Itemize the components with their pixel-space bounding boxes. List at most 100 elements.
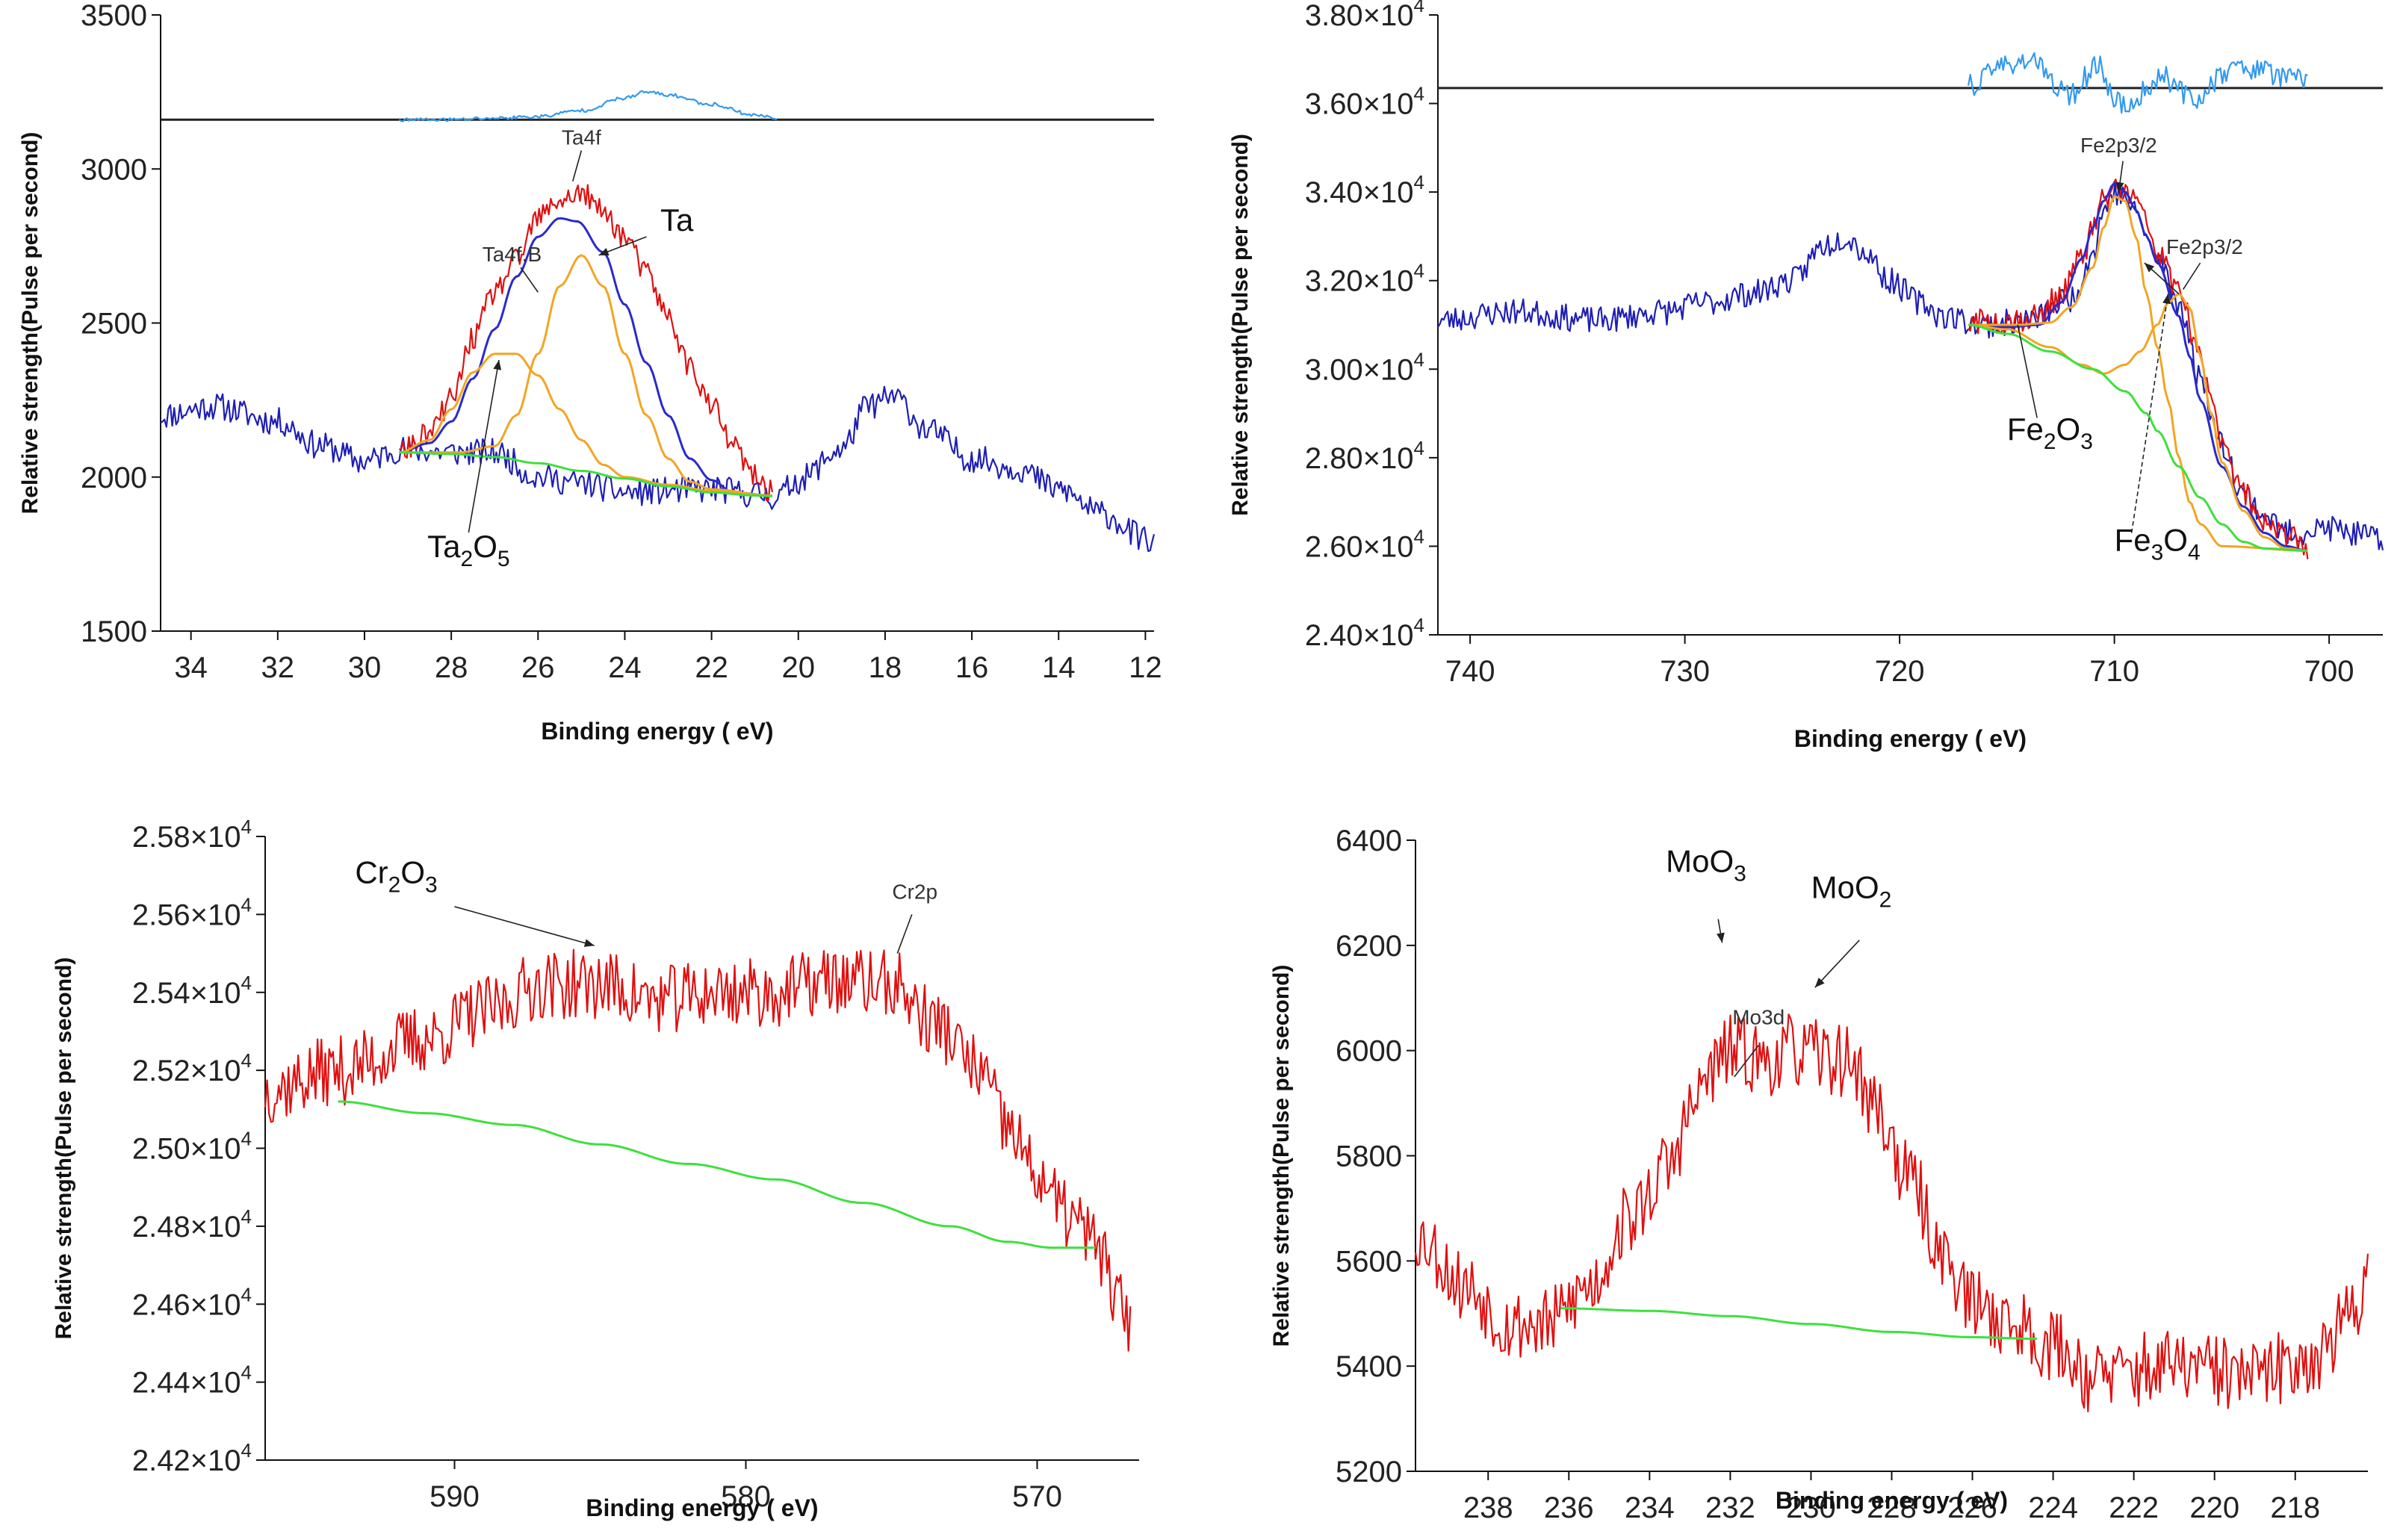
fe-annotation-pointer [2182,262,2201,291]
mo-annotation-pointer [1734,1045,1759,1078]
ta-x-tick-label: 28 [435,651,468,684]
mo-annotation-pointer [1814,940,1860,988]
cr-x-tick-label: 590 [430,1480,480,1513]
fe-formula-part: 3 [2080,429,2093,454]
cr-series-measured [264,948,1132,1352]
cr-arrowhead [583,939,595,947]
fe-arrowhead [2162,294,2171,305]
ta-y-tick-label: 2500 [81,308,147,341]
fe-y-tick-exponent: 4 [1414,260,1424,282]
fe-annotation-pointer [2130,294,2169,533]
mo-annotation-formula: MoO2 [1811,869,1892,912]
fe-annotation-formula: Fe2O3 [2007,412,2093,454]
ta-chart-panel: 1500 2000 2500 3000 3500 34 32 30 28 26 24 22 20 18 16… [0,0,1180,769]
cr-y-tick-label: 2.46×104 [132,1283,252,1321]
mo-x-tick-label: 234 [1625,1491,1675,1524]
ta-series-envelope [399,217,772,497]
ta-xps-chart: 1500 2000 2500 3000 3500 34 32 30 28 26 24 22 20 18 16… [18,0,1162,745]
ta-x-tick-label: 20 [782,651,816,684]
cr-annotation-label: Cr2p [892,881,937,904]
fe-y-tick-exponent: 4 [1414,83,1424,105]
mo-x-tick-label: 220 [2189,1491,2239,1524]
fe-series-fe2p3-2-component-b [1968,293,2308,552]
mo-x-tick-label: 226 [1947,1491,1997,1524]
mo-y-tick-label: 5800 [1336,1140,1402,1173]
ta-series-survey [160,385,1156,552]
fe-formula-part: 4 [2188,540,2201,565]
ta-y-tick-label: 1500 [81,615,147,648]
cr-y-tick-exponent: 4 [241,1362,252,1384]
fe-arrowhead [2115,181,2124,193]
fe-annotation-formula: Fe3O4 [2115,522,2201,565]
ta-x-tick-label: 32 [261,651,295,684]
cr-annotation-formula: Cr2O3 [355,855,437,898]
cr-formula-part: O [400,855,425,890]
fe-formula-part: O [2056,412,2081,447]
fe-series-background [1968,323,2308,552]
mo-arrowhead [1717,932,1725,943]
ta-x-tick-label: 24 [608,651,642,684]
fe-annotation-label: Fe2p3/2 [2080,134,2157,157]
ta-formula-part: 2 [461,547,474,571]
cr-y-tick-label: 2.56×104 [132,893,252,931]
cr-y-tick-label: 2.44×104 [132,1362,252,1400]
fe-series-envelope [1968,181,2308,552]
ta-x-axis-label: Binding energy ( eV) [541,718,773,745]
ta-series-measured [399,184,773,501]
ta-series-ta4f-component [399,254,772,497]
fe-x-tick-label: 740 [1445,655,1495,688]
fe-series-measured [1968,178,2309,559]
cr-x-axis-label: Binding energy ( eV) [586,1494,818,1521]
fe-series-residual [1968,52,2308,114]
cr-y-tick-exponent: 4 [241,1205,252,1228]
cr-y-tick-label: 2.48×104 [132,1205,252,1244]
ta-arrowhead [598,248,610,256]
fe-formula-part: Fe [2115,522,2151,557]
fe-y-tick-label: 3.60×104 [1305,83,1424,121]
cr-annotation-pointer [896,914,913,954]
cr-y-tick-exponent: 4 [241,893,252,916]
mo-y-tick-label: 5600 [1336,1245,1402,1278]
mo-formula-part: 2 [1879,887,1892,912]
ta-x-tick-label: 16 [955,651,989,684]
ta-annotation-label: Ta4f [562,125,601,149]
mo-x-tick-label: 222 [2109,1491,2159,1524]
ta-x-tick-label: 14 [1042,651,1076,684]
ta-x-tick-label: 34 [174,651,208,684]
fe-series-fe2p3-2-component-a [1968,195,2308,552]
ta-arrowhead [493,360,502,370]
fe-y-tick-label: 2.40×104 [1305,614,1424,652]
fe-annotation-label: Fe2p3/2 [2166,235,2243,258]
cr-y-tick-exponent: 4 [241,816,252,838]
ta-y-tick-label: 2000 [81,462,147,494]
mo-y-tick-label: 6200 [1336,930,1402,963]
ta-formula-part: 5 [497,547,510,571]
fe-annotation-pointer [2017,324,2038,418]
cr-x-tick-label: 580 [721,1480,771,1513]
ta-y-axis-label: Relative strength(Pulse per second) [18,132,43,515]
cr-chart-panel: 2.42×104 2.44×104 2.46×104 2.48×104 2.50×104… [0,792,1180,1536]
mo-y-tick-label: 6000 [1336,1035,1402,1068]
cr-y-tick-exponent: 4 [241,1128,252,1150]
cr-y-tick-exponent: 4 [241,1283,252,1305]
fe-x-axis-label: Binding energy ( eV) [1794,725,2027,752]
cr-formula-part: 3 [425,873,438,898]
cr-y-tick-label: 2.52×104 [132,1049,252,1087]
cr-series-background [338,1100,1096,1249]
ta-annotation-pointer [520,267,539,293]
fe-xps-chart: 2.40×104 2.60×104 2.80×104 3.00×104 3.20×104… [1228,0,2384,752]
ta-formula-part: Ta [427,529,461,564]
fe-formula-part: O [2163,522,2188,557]
mo-chart-panel: 5200 5400 5600 5800 6000 6200 6400 238 236 234 232… [1210,792,2400,1536]
mo-x-tick-label: 236 [1544,1491,1594,1524]
cr-annotation-pointer [454,906,595,946]
ta-series-residual [398,90,778,122]
mo-series-background [1560,1307,2037,1340]
ta-x-tick-label: 30 [348,651,382,684]
mo-arrowhead [1814,978,1825,988]
cr-y-tick-label: 2.42×104 [132,1439,252,1477]
fe-x-tick-label: 730 [1660,655,1710,688]
ta-x-tick-label: 12 [1129,651,1162,684]
fe-arrowhead [2144,263,2155,273]
ta-x-tick-label: 26 [521,651,555,684]
